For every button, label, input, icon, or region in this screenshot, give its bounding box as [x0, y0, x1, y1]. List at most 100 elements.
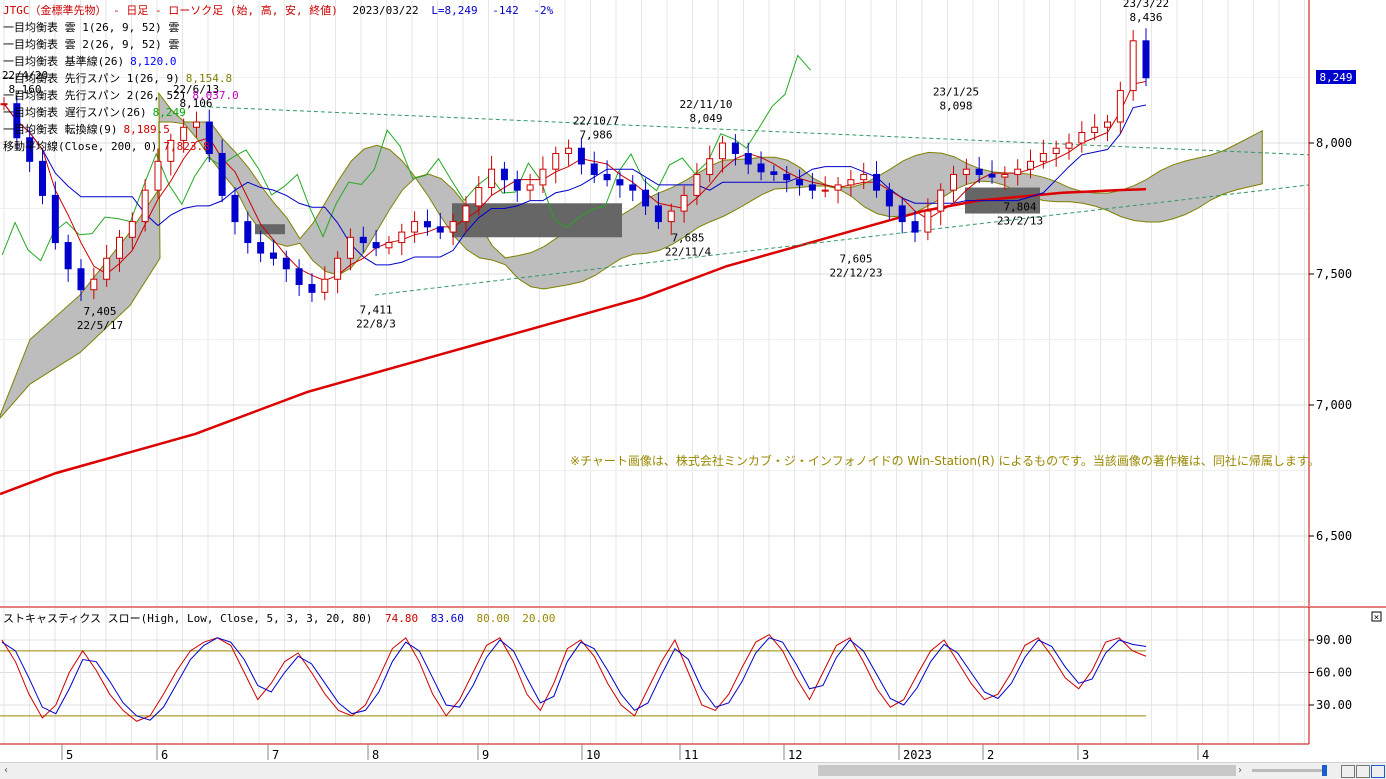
candle-body [860, 173, 868, 181]
stoch-series-line [1, 633, 1147, 722]
candle-body [500, 168, 508, 181]
candle-body [1116, 90, 1124, 123]
candle-body [257, 242, 265, 254]
zoom-slider-handle[interactable] [1322, 765, 1327, 776]
scroll-right-icon[interactable]: › [1238, 765, 1242, 776]
annotation-price: 8,098 [939, 99, 972, 112]
y-tick-label: 8,000 [1316, 136, 1352, 150]
candle-body [346, 236, 354, 259]
indicator-label: 一目均衡表 転換線(9) [3, 122, 118, 136]
indicator-label: 一目均衡表 先行スパン 1(26, 9) [3, 71, 180, 85]
candle-body [26, 137, 34, 162]
candle-body [1091, 126, 1099, 134]
x-tick-label: 2023 [903, 748, 932, 762]
scroll-left-icon[interactable]: ‹ [4, 765, 8, 776]
candle-body [988, 173, 996, 178]
zoom-out-icon[interactable] [1371, 765, 1385, 778]
candle-body [282, 257, 290, 270]
candle-body [398, 231, 406, 244]
candle-body [38, 160, 46, 196]
candle-body [731, 142, 739, 154]
candle-body [937, 189, 945, 212]
candle-body [950, 173, 958, 191]
candle-body [552, 152, 560, 170]
zoom-slider[interactable] [1252, 769, 1322, 772]
annotation-price: 7,804 [1003, 200, 1036, 213]
candle-body [295, 268, 303, 285]
y-tick-label: 6,500 [1316, 529, 1352, 543]
chart-date: 2023/03/22 [352, 4, 418, 17]
x-tick-label: 12 [788, 748, 802, 762]
zoom-in-icon[interactable] [1356, 765, 1370, 778]
candle-body [359, 236, 367, 244]
indicator-legend-item: 一目均衡表 遅行スパン(26) 8,249 [3, 105, 186, 119]
chart-last-price: L=8,249 [431, 4, 477, 17]
candle-body [1052, 147, 1060, 154]
annotation-date: 22/4/20 [2, 69, 48, 82]
indicator-legend-item: 一目均衡表 基準線(26) 8,120.0 [3, 54, 176, 68]
candle-body [603, 173, 611, 181]
candle-body [513, 179, 521, 191]
candlesticks [0, 28, 1150, 303]
candle-body [51, 194, 59, 244]
stoch-y-tick-label: 60.00 [1316, 666, 1352, 680]
candle-body [744, 152, 752, 165]
x-tick-label: 7 [272, 748, 279, 762]
candle-body [642, 189, 650, 207]
stochastic-k-value: 74.80 [385, 612, 418, 625]
annotation-price: 7,411 [359, 303, 392, 316]
kijun-line [3, 103, 1147, 266]
candle-body [205, 121, 213, 154]
x-tick-label: 3 [1082, 748, 1089, 762]
indicator-legend-item: 移動平均線(Close, 200, 0) 7,823.8 [3, 139, 210, 153]
candle-body [167, 139, 175, 162]
indicator-label: 一目均衡表 雲 1(26, 9, 52) 雲 [3, 20, 179, 34]
annotation-price: 8,106 [179, 97, 212, 110]
annotation-date: 23/2/13 [997, 214, 1043, 227]
candle-body [796, 179, 804, 186]
indicator-label: 一目均衡表 遅行スパン(26) [3, 105, 147, 119]
candle-body [898, 205, 906, 223]
candle-body [565, 147, 573, 154]
candle-body [1001, 173, 1009, 178]
indicator-label: 移動平均線(Close, 200, 0) [3, 139, 157, 153]
indicator-value: 7,823.8 [163, 140, 209, 153]
price-axis: 8,000 7,500 7,000 6,500 [1309, 136, 1352, 543]
indicator-value: 8,249 [153, 106, 186, 119]
stochastic-upper-level: 80.00 [477, 612, 510, 625]
candle-body [462, 205, 470, 223]
x-tick-label: 9 [482, 748, 489, 762]
chart-title-line: JTGC（金標準先物） - 日足 - ローソク足 (始, 高, 安, 終値) 2… [3, 3, 554, 17]
chart-change-pct: -2% [533, 4, 553, 17]
scrollbar-thumb[interactable] [818, 765, 1236, 776]
copyright-note: ※チャート画像は、株式会社ミンカブ・ジ・インフォノイドの Win-Station… [570, 453, 1320, 468]
last-price-tag-text: 8,249 [1319, 71, 1352, 84]
candle-body [885, 189, 893, 207]
chikou-span-line [1, 54, 811, 262]
stochastic-axis: 90.00 60.00 30.00 [1309, 633, 1352, 712]
horizontal-scrollbar[interactable]: ‹ › [0, 762, 1386, 779]
stochastic-pane[interactable] [0, 633, 1309, 722]
annotation-price: 8,160 [8, 83, 41, 96]
x-tick-label: 5 [66, 748, 73, 762]
annotation-price: 7,986 [579, 129, 612, 142]
candle-body [924, 210, 932, 233]
indicator-legend-item: 一目均衡表 先行スパン 2(26, 52) 8,037.0 [3, 88, 239, 102]
zoom-fit-icon[interactable] [1341, 765, 1355, 778]
candle-body [539, 168, 547, 186]
candle-body [629, 184, 637, 191]
chart-title: JTGC（金標準先物） - 日足 - ローソク足 (始, 高, 安, 終値) [3, 3, 338, 17]
annotation-date: 22/11/10 [680, 98, 733, 111]
candle-body [783, 173, 791, 181]
trendline-lower [374, 184, 1310, 296]
indicator-legend-item: 一目均衡表 先行スパン 1(26, 9) 8,154.8 [3, 71, 232, 85]
tenkan-line [3, 80, 1147, 282]
candle-body [115, 236, 123, 259]
candle-body [1104, 121, 1112, 128]
candle-body [308, 283, 316, 293]
time-axis: 5 6 7 8 9 10 11 12 2023 2 3 4 [61, 744, 1209, 762]
close-pane-icon[interactable] [1371, 611, 1382, 622]
candle-body [821, 189, 829, 192]
